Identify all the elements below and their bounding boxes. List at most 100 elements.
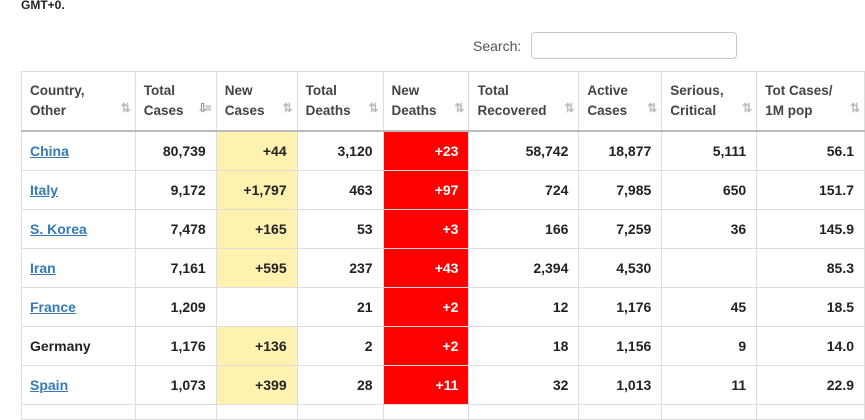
- cell-per-million: 151.7: [756, 170, 865, 210]
- column-header-active-cases[interactable]: Active Cases ⇅: [578, 71, 663, 132]
- cell-country: Iran: [21, 248, 136, 288]
- cell-new-cases: +399: [215, 365, 298, 405]
- table-row: [21, 404, 865, 420]
- cell-total-cases: [134, 404, 217, 420]
- cell-total-cases: 9,172: [134, 170, 217, 210]
- cell-total-cases: 1,073: [134, 365, 217, 405]
- cell-active-cases: 7,985: [578, 170, 663, 210]
- country-name: Germany: [30, 338, 91, 354]
- cell-total-cases: 7,161: [134, 248, 217, 288]
- cell-serious-critical: 11: [661, 365, 758, 405]
- column-header-total-deaths[interactable]: Total Deaths ⇅: [296, 71, 384, 132]
- cell-active-cases: 4,530: [578, 248, 663, 288]
- column-header-line1: Country,: [30, 83, 85, 98]
- cell-total-recovered: 12: [468, 287, 580, 327]
- column-header-total-cases[interactable]: Total Cases ⇩≡: [134, 71, 217, 132]
- cell-serious-critical: 650: [661, 170, 758, 210]
- column-header-country[interactable]: Country, Other ⇅: [21, 71, 136, 132]
- column-header-line2: Cases: [587, 103, 628, 118]
- cell-total-deaths: 463: [296, 170, 384, 210]
- country-link[interactable]: Italy: [30, 182, 59, 198]
- sort-icon: ⇅: [647, 101, 657, 115]
- table-row: S. Korea 7,478 +165 53 +3 166 7,259 36 145.9: [21, 209, 865, 249]
- cell-total-deaths: 53: [296, 209, 384, 249]
- column-header-total-recovered[interactable]: Total Recovered ⇅: [468, 71, 580, 132]
- sort-icon: ⇅: [120, 101, 131, 115]
- cell-per-million: 14.0: [756, 326, 865, 366]
- cell-per-million: 18.5: [756, 287, 865, 327]
- country-link[interactable]: Iran: [30, 260, 56, 276]
- column-header-new-cases[interactable]: New Cases ⇅: [215, 71, 298, 132]
- column-header-line2: Deaths: [305, 103, 351, 118]
- cell-new-deaths: +3: [382, 209, 470, 249]
- cell-total-deaths: 21: [296, 287, 384, 327]
- cell-total-recovered: 724: [468, 170, 580, 210]
- cell-total-deaths: [296, 404, 384, 420]
- coronavirus-table: Country, Other ⇅ Total Cases ⇩≡ New Cases ⇅ Total…: [21, 71, 865, 420]
- column-header-line1: New: [391, 83, 420, 98]
- cell-new-cases: [215, 287, 298, 327]
- cell-new-deaths: [382, 404, 470, 420]
- cell-per-million: [756, 404, 865, 420]
- column-header-serious-critical[interactable]: Serious, Critical ⇅: [661, 71, 758, 132]
- column-header-per-million[interactable]: Tot Cases/1M pop ⇅: [756, 71, 865, 132]
- country-link[interactable]: China: [30, 143, 69, 159]
- cell-new-cases: +165: [215, 209, 298, 249]
- cell-active-cases: 18,877: [578, 130, 663, 171]
- cell-new-deaths: +23: [382, 130, 470, 171]
- cell-new-deaths: +2: [382, 287, 470, 327]
- cell-total-recovered: 32: [468, 365, 580, 405]
- cell-serious-critical: [661, 404, 758, 420]
- column-header-line1: Total: [477, 83, 509, 98]
- table-row: Iran 7,161 +595 237 +43 2,394 4,530 85.3: [21, 248, 865, 288]
- cell-total-deaths: 237: [296, 248, 384, 288]
- sort-icon: ⇅: [742, 101, 752, 115]
- column-header-new-deaths[interactable]: New Deaths ⇅: [382, 71, 470, 132]
- column-header-line2: Other: [30, 103, 67, 118]
- column-header-line2: 1M pop: [765, 103, 813, 118]
- sort-descending-icon: ⇩≡: [197, 101, 212, 115]
- cell-new-cases: +595: [215, 248, 298, 288]
- table-row: Germany 1,176 +136 2 +2 18 1,156 9 14.0: [21, 326, 865, 366]
- cell-country: S. Korea: [21, 209, 136, 249]
- country-link[interactable]: France: [30, 299, 76, 315]
- cell-total-recovered: 18: [468, 326, 580, 366]
- search-input[interactable]: [531, 32, 738, 59]
- column-header-line2: Deaths: [391, 103, 437, 118]
- column-header-line1: New: [224, 83, 253, 98]
- table-row: China 80,739 +44 3,120 +23 58,742 18,877 5,111 5…: [21, 130, 865, 171]
- cell-active-cases: [578, 404, 663, 420]
- cell-serious-critical: 45: [661, 287, 758, 327]
- cell-new-cases: +44: [215, 130, 298, 171]
- cell-total-recovered: 58,742: [468, 130, 580, 171]
- cell-new-cases: +136: [215, 326, 298, 366]
- cell-country: China: [21, 130, 136, 171]
- cell-new-deaths: +11: [382, 365, 470, 405]
- cell-active-cases: 1,176: [578, 287, 663, 327]
- table-row: Italy 9,172 +1,797 463 +97 724 7,985 650 151.7: [21, 170, 865, 210]
- sort-icon: ⇅: [564, 101, 574, 115]
- cell-total-deaths: 2: [296, 326, 384, 366]
- cell-new-deaths: +2: [382, 326, 470, 366]
- search-bar: Search:: [473, 31, 738, 60]
- column-header-line2: Recovered: [477, 103, 547, 118]
- table-header-row: Country, Other ⇅ Total Cases ⇩≡ New Cases ⇅ Total…: [21, 71, 865, 132]
- sort-icon: ⇅: [849, 101, 860, 115]
- timezone-label: GMT+0.: [21, 0, 65, 12]
- cell-total-recovered: 166: [468, 209, 580, 249]
- cell-serious-critical: 36: [661, 209, 758, 249]
- cell-country: Spain: [21, 365, 136, 405]
- country-link[interactable]: S. Korea: [30, 221, 87, 237]
- cell-country: Germany: [21, 326, 136, 366]
- column-header-line2: Cases: [143, 103, 184, 118]
- cell-new-cases: [215, 404, 298, 420]
- cell-total-deaths: 3,120: [296, 130, 384, 171]
- cell-total-deaths: 28: [296, 365, 384, 405]
- cell-country: France: [21, 287, 136, 327]
- cell-serious-critical: 9: [661, 326, 758, 366]
- table-row: France 1,209 21 +2 12 1,176 45 18.5: [21, 287, 865, 327]
- country-link[interactable]: Spain: [30, 377, 69, 393]
- column-header-line2: Cases: [224, 103, 265, 118]
- cell-active-cases: 1,013: [578, 365, 663, 405]
- column-header-line1: Total: [143, 83, 176, 98]
